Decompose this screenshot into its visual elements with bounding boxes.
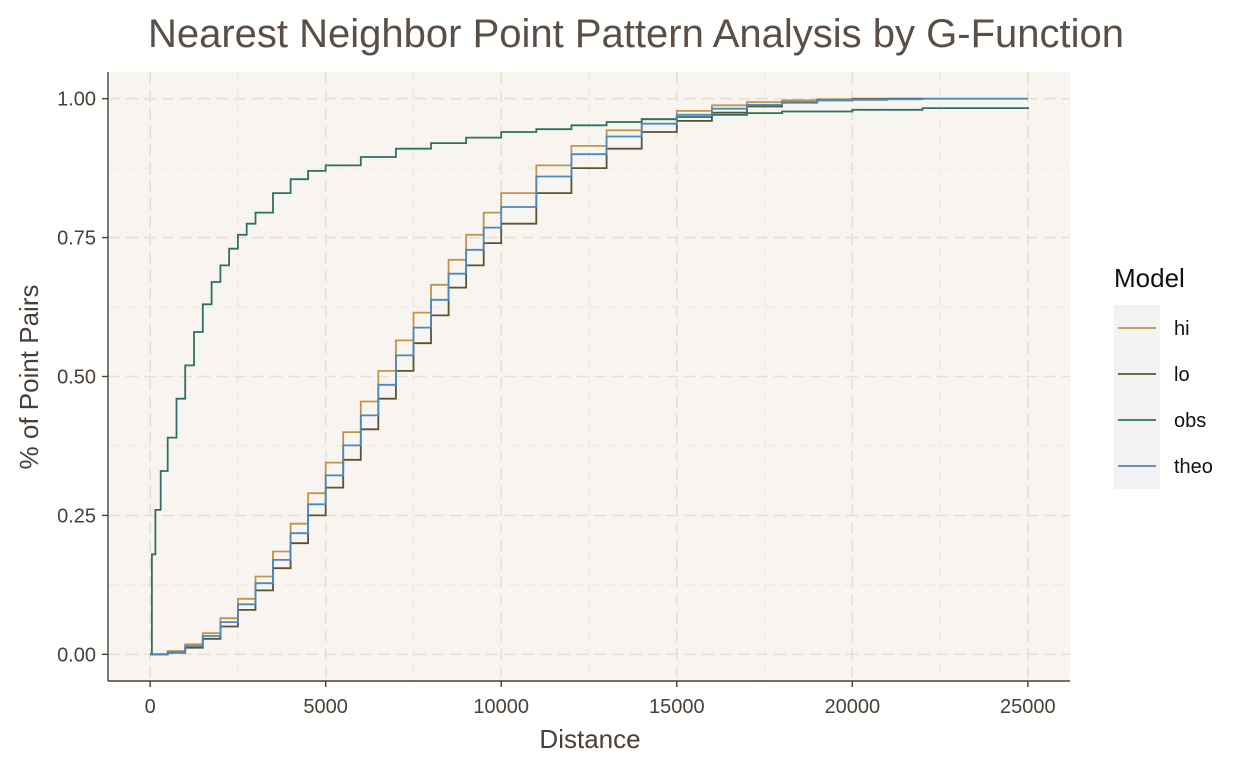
x-tick-label: 0 — [145, 696, 156, 718]
legend-label-obs: obs — [1174, 410, 1206, 432]
series-line-obs — [150, 107, 1029, 656]
x-tick-label: 20000 — [825, 696, 881, 718]
legend-label-hi: hi — [1174, 318, 1190, 340]
y-tick-label: 0.25 — [57, 505, 96, 527]
x-tick-label: 25000 — [1000, 696, 1056, 718]
series-line-lo — [150, 97, 923, 656]
series-line-hi — [150, 97, 888, 656]
legend-title: Model — [1114, 263, 1185, 293]
x-tick-label: 15000 — [649, 696, 705, 718]
y-tick-label: 0.00 — [57, 644, 96, 666]
x-tick-label: 5000 — [303, 696, 348, 718]
series-line-theo — [150, 97, 1028, 656]
y-axis-title: % of Point Pairs — [14, 285, 44, 470]
legend-label-lo: lo — [1174, 364, 1190, 386]
y-tick-label: 1.00 — [57, 89, 96, 111]
x-tick-label: 10000 — [473, 696, 529, 718]
legend: Model hi lo obs theo — [1114, 263, 1213, 489]
legend-key-background — [1114, 305, 1160, 489]
x-axis-title: Distance — [539, 724, 640, 754]
y-tick-label: 0.50 — [57, 367, 96, 389]
y-tick-label: 0.75 — [57, 228, 96, 250]
chart-title: Nearest Neighbor Point Pattern Analysis … — [148, 12, 1124, 56]
legend-label-theo: theo — [1174, 456, 1213, 478]
